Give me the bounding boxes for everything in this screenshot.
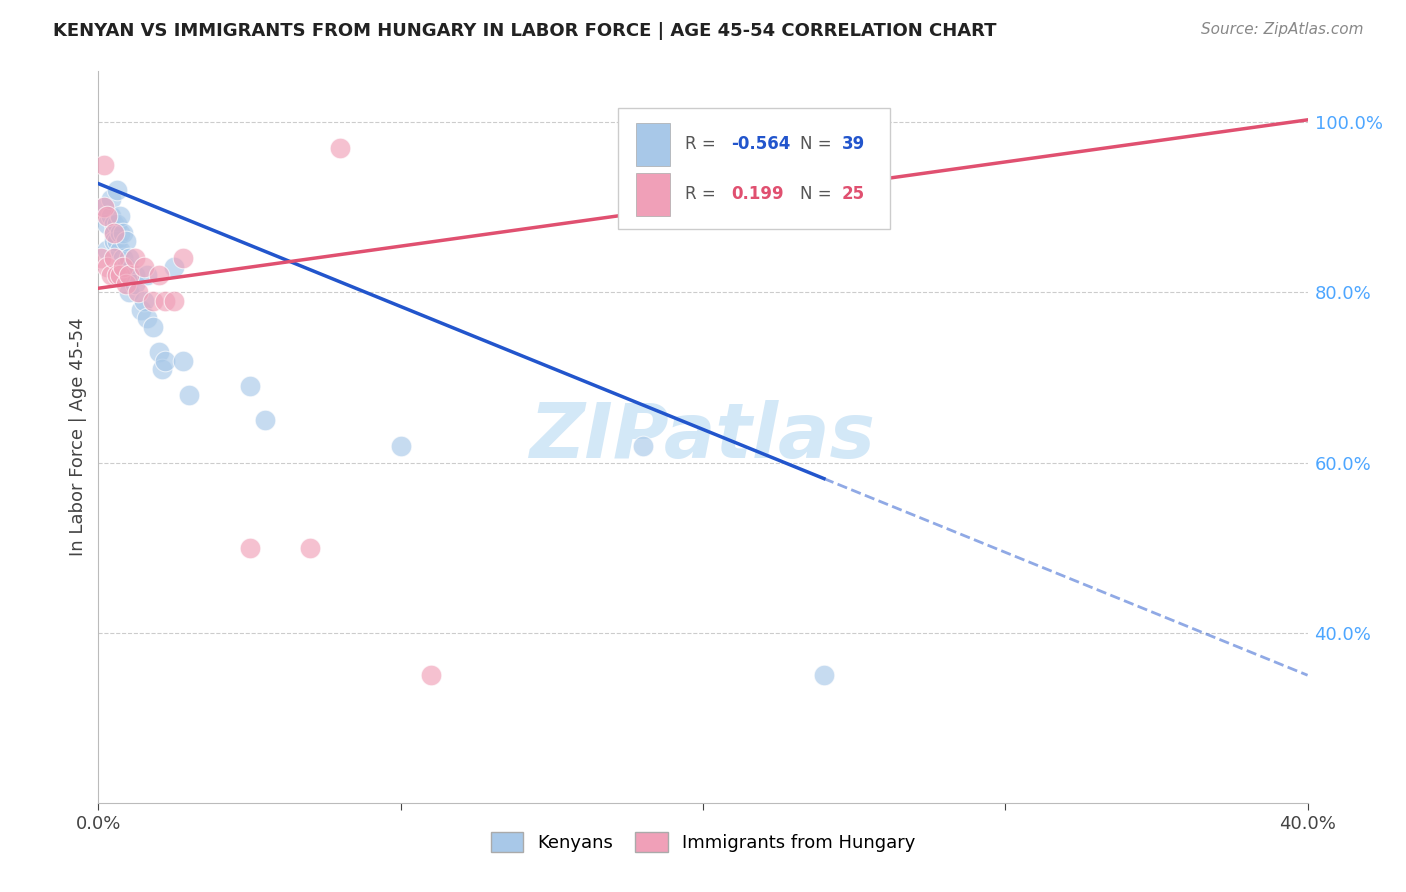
Point: [299, 541, 322, 555]
Legend: Kenyans, Immigrants from Hungary: Kenyans, Immigrants from Hungary: [484, 825, 922, 860]
Text: 0.199: 0.199: [731, 186, 783, 203]
Text: N =: N =: [800, 136, 837, 153]
Point: [253, 413, 276, 427]
Point: [114, 277, 136, 291]
Point: [100, 192, 122, 206]
Point: [93, 201, 115, 215]
Point: [142, 293, 165, 308]
Point: [389, 439, 412, 453]
Point: [118, 252, 141, 266]
Text: 25: 25: [842, 186, 865, 203]
Point: [118, 268, 141, 283]
Point: [172, 252, 194, 266]
Point: [118, 268, 141, 283]
Point: [142, 319, 165, 334]
Point: [100, 268, 122, 283]
Text: ZIPatlas: ZIPatlas: [530, 401, 876, 474]
Point: [135, 268, 157, 283]
Point: [118, 285, 141, 300]
Text: 39: 39: [842, 136, 865, 153]
Point: [631, 439, 654, 453]
Point: [103, 218, 125, 232]
Point: [105, 235, 128, 249]
Point: [239, 541, 262, 555]
Point: [163, 260, 186, 274]
Point: [100, 209, 122, 223]
Point: [90, 252, 112, 266]
Point: [111, 260, 134, 274]
Point: [124, 252, 146, 266]
Point: [111, 226, 134, 240]
Text: R =: R =: [685, 186, 721, 203]
Point: [93, 201, 115, 215]
Text: Source: ZipAtlas.com: Source: ZipAtlas.com: [1201, 22, 1364, 37]
Point: [420, 668, 443, 682]
Point: [108, 243, 131, 257]
Text: -0.564: -0.564: [731, 136, 790, 153]
Point: [239, 379, 262, 393]
Point: [132, 260, 155, 274]
Point: [108, 209, 131, 223]
Point: [127, 285, 149, 300]
Point: [153, 353, 176, 368]
Point: [124, 268, 146, 283]
Point: [96, 243, 118, 257]
Point: [96, 218, 118, 232]
Point: [148, 345, 170, 359]
Point: [103, 226, 125, 240]
Point: [813, 668, 835, 682]
Point: [96, 260, 118, 274]
Point: [114, 235, 136, 249]
Point: [124, 277, 146, 291]
Point: [114, 260, 136, 274]
Point: [179, 387, 201, 401]
Text: R =: R =: [685, 136, 721, 153]
Point: [103, 226, 125, 240]
Point: [163, 293, 186, 308]
Y-axis label: In Labor Force | Age 45-54: In Labor Force | Age 45-54: [69, 318, 87, 557]
FancyBboxPatch shape: [619, 108, 890, 228]
FancyBboxPatch shape: [637, 173, 671, 216]
Point: [129, 302, 152, 317]
Point: [148, 268, 170, 283]
Point: [135, 311, 157, 326]
Point: [329, 141, 352, 155]
Text: N =: N =: [800, 186, 837, 203]
Point: [153, 293, 176, 308]
Point: [105, 268, 128, 283]
Point: [103, 252, 125, 266]
Point: [111, 252, 134, 266]
Point: [93, 158, 115, 172]
FancyBboxPatch shape: [637, 123, 671, 166]
Point: [105, 218, 128, 232]
Point: [105, 183, 128, 197]
Point: [150, 362, 173, 376]
Point: [172, 353, 194, 368]
Point: [103, 235, 125, 249]
Point: [108, 268, 131, 283]
Point: [108, 226, 131, 240]
Text: KENYAN VS IMMIGRANTS FROM HUNGARY IN LABOR FORCE | AGE 45-54 CORRELATION CHART: KENYAN VS IMMIGRANTS FROM HUNGARY IN LAB…: [53, 22, 997, 40]
Point: [96, 209, 118, 223]
Point: [132, 293, 155, 308]
